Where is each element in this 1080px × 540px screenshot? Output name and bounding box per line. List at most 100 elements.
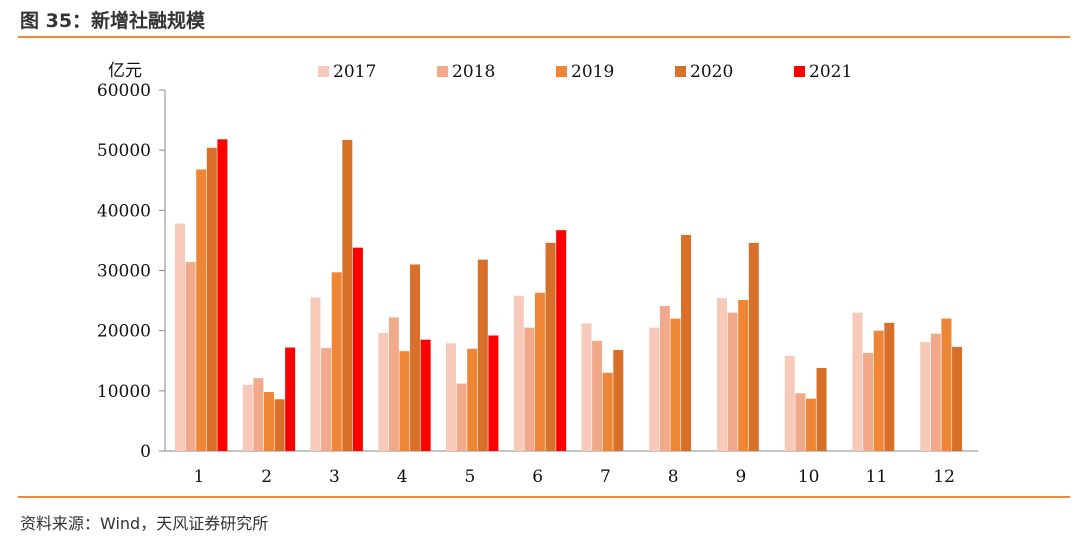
x-tick-label: 1 [193,467,204,487]
bar-2018-11 [863,352,874,451]
bar-2019-4 [399,351,410,451]
bar-2018-9 [727,312,738,451]
legend-label-2017: 2017 [333,62,376,82]
x-tick-label: 6 [532,467,543,487]
bar-2017-4 [378,333,389,451]
legend-swatch-2017 [318,66,329,77]
bar-2020-6 [545,242,556,451]
bar-2021-2 [285,347,296,451]
bar-2019-1 [196,169,207,452]
bar-2020-5 [477,259,488,451]
legend-label-2020: 2020 [690,62,733,82]
legend-swatch-2021 [794,66,805,77]
bar-2020-7 [613,349,624,451]
legend: 2017 2018 2019 2020 2021 [318,62,852,82]
month-group-10 [784,355,827,451]
month-group-9 [717,242,759,451]
bar-2018-5 [456,383,467,451]
bar-2019-9 [738,299,749,451]
legend-label-2019: 2019 [571,62,614,82]
legend-label-2018: 2018 [452,62,495,82]
y-axis: 0 10000 20000 30000 40000 50000 60000 [97,81,166,462]
figure-title: 图 35：新增社融规模 [20,10,206,32]
bar-2017-9 [717,298,727,451]
top-divider [18,36,1070,38]
legend-swatch-2018 [437,66,448,77]
bar-2017-11 [852,312,863,451]
bar-2018-4 [388,317,399,451]
x-tick-label: 4 [397,467,408,487]
bar-2018-10 [795,393,806,451]
legend-swatch-2019 [556,66,567,77]
y-tick-label: 20000 [97,322,151,342]
bar-2021-6 [556,230,567,451]
bar-2017-12 [920,342,931,451]
bar-2021-4 [420,339,431,451]
x-tick-label: 10 [798,467,820,487]
x-tick-label: 11 [866,467,888,487]
bar-2017-6 [513,295,524,451]
bar-2021-5 [488,335,499,451]
bar-2018-8 [659,305,670,451]
bar-2020-2 [274,399,285,451]
bar-2017-1 [175,223,185,451]
bar-2018-2 [253,378,264,451]
bar-2017-10 [784,355,795,451]
legend-swatch-2020 [675,66,686,77]
bar-2019-5 [467,348,478,451]
bar-2021-1 [217,139,228,451]
bar-groups [175,139,963,452]
bar-2020-8 [681,235,692,451]
month-group-11 [852,312,895,451]
x-axis: 1 2 3 4 5 6 7 8 9 10 11 12 [165,450,978,487]
bar-2020-4 [410,264,421,451]
bar-2017-7 [581,323,592,451]
y-tick-label: 50000 [97,141,151,161]
source-note: 资料来源：Wind，天风证券研究所 [20,514,269,533]
bar-2020-1 [206,147,217,451]
bar-2019-10 [805,398,816,451]
x-tick-label: 9 [735,467,746,487]
bar-2019-8 [670,318,681,451]
bar-2019-12 [941,318,952,451]
month-group-2 [242,347,296,451]
y-tick-label: 30000 [97,262,151,282]
bar-2020-9 [748,242,759,451]
bar-2018-7 [592,340,603,451]
bar-2017-5 [446,343,456,451]
month-group-5 [446,259,499,451]
bar-2018-12 [930,333,941,451]
month-group-6 [513,230,567,451]
y-tick-label: 10000 [97,382,151,402]
bar-2017-8 [649,327,660,451]
bar-2021-3 [352,247,363,451]
x-tick-label: 2 [261,467,272,487]
bar-2020-11 [884,322,895,451]
x-tick-label: 8 [668,467,679,487]
month-group-1 [175,139,228,452]
x-tick-label: 7 [600,467,611,487]
y-axis-unit-label: 亿元 [108,61,142,81]
x-tick-label: 5 [464,467,475,487]
x-tick-label: 3 [329,467,340,487]
y-tick-label: 0 [140,442,151,462]
bar-2019-7 [602,372,613,451]
y-tick-label: 40000 [97,201,151,221]
month-group-12 [920,318,963,451]
y-tick-label: 60000 [97,81,151,101]
x-tick-label: 12 [933,467,955,487]
month-group-4 [378,264,431,451]
bar-2018-3 [321,348,332,451]
bar-2019-6 [534,292,545,451]
month-group-8 [649,235,692,451]
month-group-3 [310,139,363,451]
bar-2018-1 [185,262,196,451]
bar-2017-3 [310,297,321,451]
bar-2018-6 [524,327,535,451]
legend-label-2021: 2021 [809,62,852,82]
bar-2019-2 [263,392,274,451]
bottom-divider [18,496,1070,498]
bar-2020-12 [952,346,963,451]
bar-2020-3 [342,139,353,451]
